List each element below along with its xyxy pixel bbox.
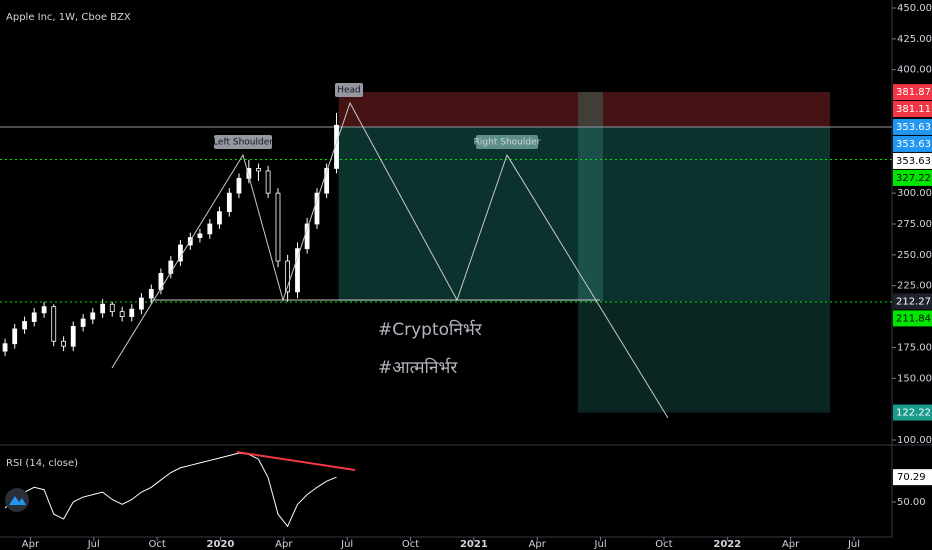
price-label: 70.29 [897, 472, 926, 483]
y-tick-label: 225.00 [897, 281, 932, 292]
label-box [476, 135, 538, 149]
plot [0, 92, 892, 528]
candle-body [90, 312, 96, 320]
x-tick-label: Jul [340, 539, 353, 550]
candle-body [265, 170, 271, 194]
label-box [335, 83, 363, 97]
candle-body [22, 321, 27, 330]
rsi-line [4, 452, 337, 528]
pattern-line [111, 101, 669, 419]
x-tick-label: 2022 [713, 539, 741, 550]
price-label: 353.63 [896, 122, 931, 133]
candle-body [100, 303, 106, 314]
rsi-title: RSI (14, close) [6, 458, 78, 469]
annotation: Head [337, 86, 361, 96]
price-label-box [893, 169, 932, 186]
stop-zone [338, 92, 830, 127]
x-tick-label: 2020 [207, 539, 235, 550]
x-tick-label: Apr [275, 539, 293, 550]
candle-body [129, 308, 135, 317]
price-label-box [893, 152, 932, 169]
candle-body [295, 248, 300, 293]
x-tick-label: Jul [594, 539, 607, 550]
candle-body [12, 328, 18, 345]
price-label: 327.22 [896, 173, 931, 184]
y-tick-label: 250.00 [897, 250, 932, 261]
annotation: Right Shoulder [474, 138, 541, 148]
price-label: 212.27 [896, 296, 931, 307]
price-label-box [893, 310, 932, 327]
x-tick-label: Jul [847, 539, 860, 550]
candle-body [2, 343, 8, 352]
y-tick-label: 175.00 [897, 342, 932, 353]
annotation: Left Shoulder [213, 138, 273, 148]
candle-body [139, 297, 144, 310]
y-tick-label: 450.00 [897, 3, 932, 14]
price-label: 211.84 [896, 313, 931, 324]
candle-body [197, 233, 203, 238]
candle-body [236, 177, 242, 194]
x-tick-label: Oct [148, 539, 165, 550]
y-tick-label: 50.00 [897, 497, 926, 508]
candle-body [119, 311, 125, 317]
candle-body [217, 211, 222, 225]
y-tick-label: 150.00 [897, 373, 932, 384]
candle-body [168, 260, 174, 274]
price-label-box [893, 293, 932, 310]
y-tick-label: 300.00 [897, 188, 932, 199]
candle-body [207, 223, 213, 235]
candle-body [41, 306, 47, 314]
chart-title: Apple Inc, 1W, Cboe BZX [6, 12, 131, 23]
x-tick-label: Oct [402, 539, 419, 550]
price-label-box [893, 118, 932, 135]
price-label-box [893, 84, 932, 101]
x-tick-label: Jul [87, 539, 100, 550]
y-tick-label: 425.00 [897, 34, 932, 45]
candle-body [285, 260, 291, 293]
candle-body [314, 192, 320, 225]
price-label: 353.63 [896, 156, 931, 167]
candle-body [70, 326, 76, 347]
axis: 450.00 425.00 400.00 300.00 275.00 250.00 225.… [22, 3, 932, 550]
candle-body [334, 124, 339, 169]
logo-mark [9, 496, 26, 505]
annotation: #Cryptoनिर्भर [378, 319, 483, 340]
y-tick-label: 275.00 [897, 219, 932, 230]
candle-body [51, 306, 57, 342]
candle-body [61, 340, 67, 347]
label-box [214, 135, 272, 149]
price-label: 381.87 [896, 87, 931, 98]
y-tick-label: 100.00 [897, 435, 932, 446]
target-zone-extended [578, 301, 830, 413]
candle-body [31, 312, 37, 322]
x-tick-label: Oct [655, 539, 672, 550]
candle-body [80, 318, 86, 327]
candle-body [246, 168, 252, 179]
candle-body [148, 289, 154, 299]
candle-body [226, 192, 232, 213]
candle-body [275, 192, 281, 262]
x-tick-label: 2021 [460, 539, 488, 550]
price-label-box [893, 404, 932, 421]
x-tick-label: Apr [22, 539, 40, 550]
price-label-box [893, 101, 932, 118]
x-tick-label: Apr [782, 539, 800, 550]
highlight-zone [578, 92, 603, 302]
x-tick-label: Apr [529, 539, 547, 550]
candle-body [324, 168, 330, 194]
price-label: 122.22 [896, 408, 931, 419]
price-label: 353.63 [896, 139, 931, 150]
price-label: 381.11 [896, 104, 931, 115]
annotation: #आत्मनिर्भर [378, 357, 458, 378]
y-tick-label: 400.00 [897, 65, 932, 76]
divergence-line [236, 451, 356, 471]
candle-body [256, 168, 261, 172]
candle-body [109, 303, 115, 313]
price-label-box [893, 135, 932, 152]
target-zone [338, 126, 830, 302]
price-label-box [893, 469, 932, 486]
